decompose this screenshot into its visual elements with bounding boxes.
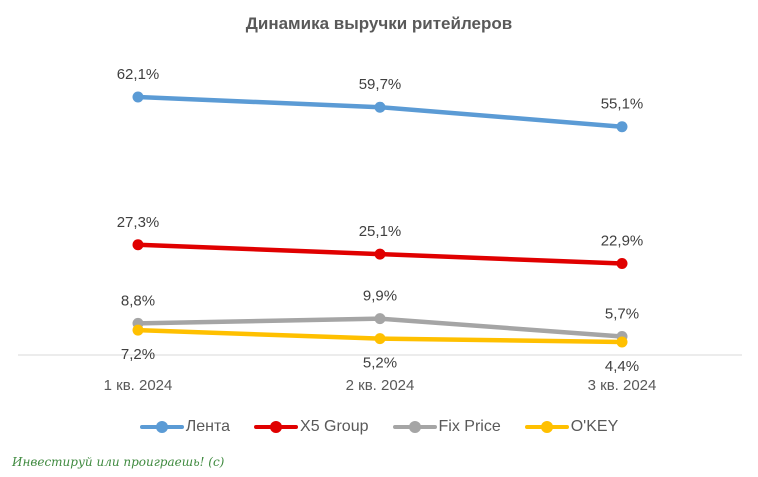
legend-item: X5 Group <box>254 418 369 436</box>
legend-label: Fix Price <box>438 418 501 435</box>
series-o-key: 7,2% 5,2% 4,4% <box>121 324 639 375</box>
data-label: 4,4% <box>605 358 639 375</box>
x-tick-label: 2 кв. 2024 <box>346 377 415 394</box>
data-point <box>132 324 144 336</box>
x-tick-label: 3 кв. 2024 <box>588 377 657 394</box>
data-label: 5,2% <box>363 355 397 372</box>
data-point <box>374 313 386 325</box>
data-point <box>132 239 144 251</box>
data-label: 25,1% <box>359 223 402 240</box>
watermark: Инвестируй или проиграешь! (с) <box>12 455 225 469</box>
legend-item: O'KEY <box>524 418 619 436</box>
legend-swatch <box>139 421 184 433</box>
legend-swatch <box>524 421 569 433</box>
legend-item: Fix Price <box>392 418 501 436</box>
chart-title: Динамика выручки ритейлеров <box>245 14 513 33</box>
legend-item: Лента <box>139 418 231 436</box>
data-label: 55,1% <box>601 96 644 113</box>
data-label: 27,3% <box>117 214 160 231</box>
legend: Лента X5 Group Fix Price O'KEY <box>0 418 758 436</box>
legend-label: O'KEY <box>570 418 619 435</box>
legend-label: Лента <box>185 418 231 435</box>
data-point <box>132 91 144 103</box>
data-point <box>616 257 628 269</box>
series-лента: 62,1% 59,7% 55,1% <box>117 66 644 133</box>
legend-swatch <box>392 421 437 433</box>
legend-swatch <box>254 421 299 433</box>
data-label: 59,7% <box>359 76 402 93</box>
series-x5-group: 27,3% 25,1% 22,9% <box>117 214 644 269</box>
data-label: 8,8% <box>121 292 155 309</box>
data-label: 7,2% <box>121 346 155 363</box>
data-point <box>616 336 628 348</box>
data-label: 62,1% <box>117 66 160 83</box>
data-point <box>616 121 628 133</box>
data-label: 22,9% <box>601 232 644 249</box>
data-point <box>374 101 386 113</box>
x-tick-label: 1 кв. 2024 <box>104 377 173 394</box>
data-point <box>374 248 386 260</box>
data-point <box>374 333 386 345</box>
data-label: 9,9% <box>363 288 397 305</box>
data-label: 5,7% <box>605 305 639 322</box>
legend-label: X5 Group <box>300 418 369 435</box>
